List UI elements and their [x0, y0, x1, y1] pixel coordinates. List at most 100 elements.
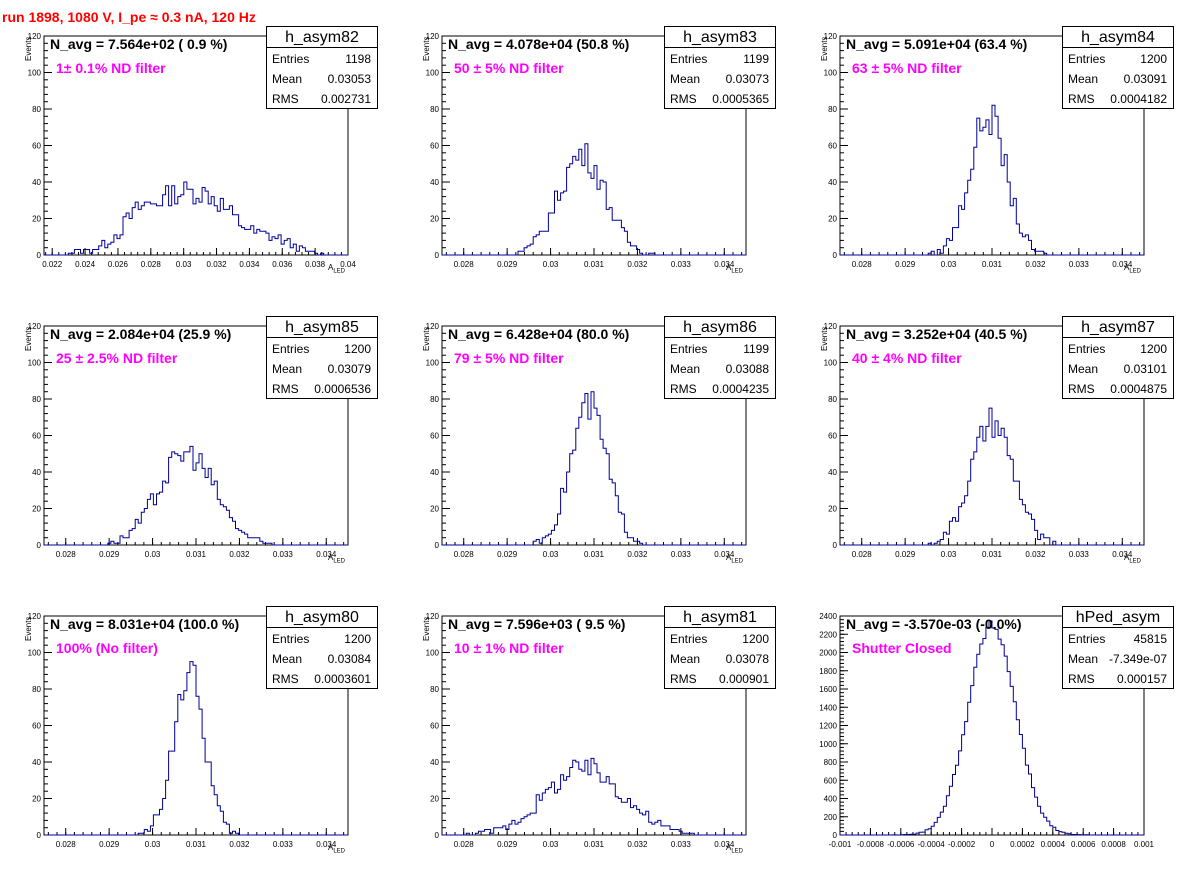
x-tick-label: 0.033	[273, 550, 294, 559]
x-tick-label: 0.028	[56, 550, 77, 559]
stats-value: 0.0006536	[314, 382, 371, 396]
stats-key: RMS	[272, 92, 299, 106]
y-tick-label: 0	[435, 251, 440, 260]
y-tick-label: 80	[430, 105, 439, 114]
x-tick-label: 0.031	[186, 550, 207, 559]
histogram-name: h_asym84	[1062, 26, 1174, 48]
x-tick-label: 0.033	[671, 840, 692, 849]
y-tick-label: 0	[37, 251, 42, 260]
y-tick-label: 120	[426, 322, 440, 331]
stats-row-mean: Mean 0.03088	[670, 359, 769, 379]
stats-row-rms: RMS 0.000157	[1068, 669, 1167, 689]
x-tick-label: 0.001	[1134, 840, 1155, 849]
stats-key: Mean	[1068, 362, 1099, 376]
x-tick-label: 0.032	[627, 550, 648, 559]
y-tick-label: 80	[828, 395, 837, 404]
x-tick-label: 0.04	[340, 260, 356, 269]
stats-row-entries: Entries 1200	[1068, 339, 1167, 359]
y-tick-label: 120	[824, 32, 838, 41]
histogram-name: h_asym81	[664, 606, 776, 628]
x-axis-label: ALED	[726, 263, 744, 275]
y-tick-label: 120	[28, 612, 42, 621]
y-tick-label: 100	[28, 649, 42, 658]
y-tick-label: 60	[430, 142, 439, 151]
x-tick-label: 0.03	[543, 840, 559, 849]
x-tick-label: 0.0004	[1041, 840, 1066, 849]
stats-value: 0.0005365	[712, 92, 769, 106]
navg-label: N_avg = 7.596e+03 ( 9.5 %)	[448, 616, 626, 632]
x-tick-label: 0.028	[454, 840, 475, 849]
histogram-line	[840, 620, 1144, 836]
x-tick-label: 0.034	[1112, 550, 1133, 559]
y-tick-label: 100	[824, 359, 838, 368]
y-tick-label: 120	[426, 32, 440, 41]
x-tick-label: 0.034	[714, 260, 735, 269]
stats-key: Mean	[272, 652, 303, 666]
histogram-plot: 0 20 40 60 80 100 120 0.022 0.024 0.026 0.028 0.03 0…	[28, 32, 357, 269]
stats-row-mean: Mean 0.03101	[1068, 359, 1167, 379]
y-tick-label: 2000	[819, 649, 837, 658]
y-tick-label: 0	[833, 251, 838, 260]
y-axis-label: Events	[24, 616, 33, 641]
x-tick-label: 0.034	[1112, 260, 1133, 269]
stats-value: 0.03078	[725, 652, 769, 666]
stats-key: RMS	[670, 92, 697, 106]
stats-box: Entries 1200 Mean 0.03078 RMS 0.000901	[664, 627, 776, 689]
y-tick-label: 120	[28, 32, 42, 41]
x-tick-label: 0.026	[108, 260, 129, 269]
x-axis-label: ALED	[726, 553, 744, 565]
stats-row-mean: Mean 0.03073	[670, 69, 769, 89]
y-tick-label: 20	[828, 505, 837, 514]
histogram-plot: 0 20 40 60 80 100 120 0.028 0.029 0.03 0.031 0.032 0…	[426, 32, 747, 269]
y-tick-label: 80	[32, 395, 41, 404]
navg-label: N_avg = 7.564e+02 ( 0.9 %)	[50, 36, 228, 52]
histogram-name: h_asym87	[1062, 316, 1174, 338]
y-tick-label: 40	[828, 178, 837, 187]
stats-row-mean: Mean -7.349e-07	[1068, 649, 1167, 669]
filter-label: 25 ± 2.5% ND filter	[56, 350, 178, 366]
histogram-line	[840, 104, 1144, 256]
x-tick-label: 0.033	[1069, 550, 1090, 559]
x-tick-label: 0	[990, 840, 995, 849]
x-axis-label: ALED	[1124, 263, 1142, 275]
stats-value: 0.03084	[327, 652, 371, 666]
y-axis-label: Events	[422, 36, 431, 61]
stats-key: Entries	[272, 52, 310, 66]
histogram-panel-h_asym80: 0 20 40 60 80 100 120 0.028 0.029 0.03 0.031 0.032 0…	[0, 605, 398, 895]
x-tick-label: 0.0006	[1071, 840, 1096, 849]
x-tick-label: -0.0008	[857, 840, 885, 849]
histogram-name: h_asym82	[266, 26, 378, 48]
y-tick-label: 100	[426, 649, 440, 658]
filter-label: 79 ± 5% ND filter	[454, 350, 564, 366]
x-tick-label: 0.031	[584, 260, 605, 269]
histogram-line	[442, 391, 746, 546]
stats-key: Entries	[272, 632, 310, 646]
stats-value: 1200	[344, 632, 371, 646]
x-tick-label: 0.029	[497, 550, 518, 559]
navg-label: N_avg = 5.091e+04 (63.4 %)	[846, 36, 1028, 52]
stats-row-entries: Entries 1200	[670, 629, 769, 649]
stats-row-rms: RMS 0.0004235	[670, 379, 769, 399]
x-tick-label: 0.03	[145, 550, 161, 559]
histogram-plot: 0 20 40 60 80 100 120 0.028 0.029 0.03 0.031 0.032 0…	[824, 32, 1145, 269]
histogram-plot: 0 200 400 600 800 1000 1200 1400 1600 1800 2000 220…	[819, 612, 1155, 849]
histogram-name: h_asym83	[664, 26, 776, 48]
stats-value: 1200	[1140, 52, 1167, 66]
stats-key: RMS	[670, 672, 697, 686]
x-axis-label: ALED	[328, 263, 346, 275]
y-axis-label: Events	[422, 326, 431, 351]
stats-value: 1200	[344, 342, 371, 356]
x-tick-label: 0.03	[941, 260, 957, 269]
x-tick-label: 0.031	[584, 840, 605, 849]
y-tick-label: 1200	[819, 722, 837, 731]
y-tick-label: 80	[32, 685, 41, 694]
x-tick-label: 0.032	[229, 840, 250, 849]
y-tick-label: 0	[435, 541, 440, 550]
stats-value: 0.03101	[1123, 362, 1167, 376]
histogram-line	[442, 143, 746, 256]
histogram-name: hPed_asym	[1062, 606, 1174, 628]
x-tick-label: 0.028	[56, 840, 77, 849]
y-tick-label: 200	[824, 813, 838, 822]
stats-key: RMS	[1068, 672, 1095, 686]
y-tick-label: 1600	[819, 685, 837, 694]
